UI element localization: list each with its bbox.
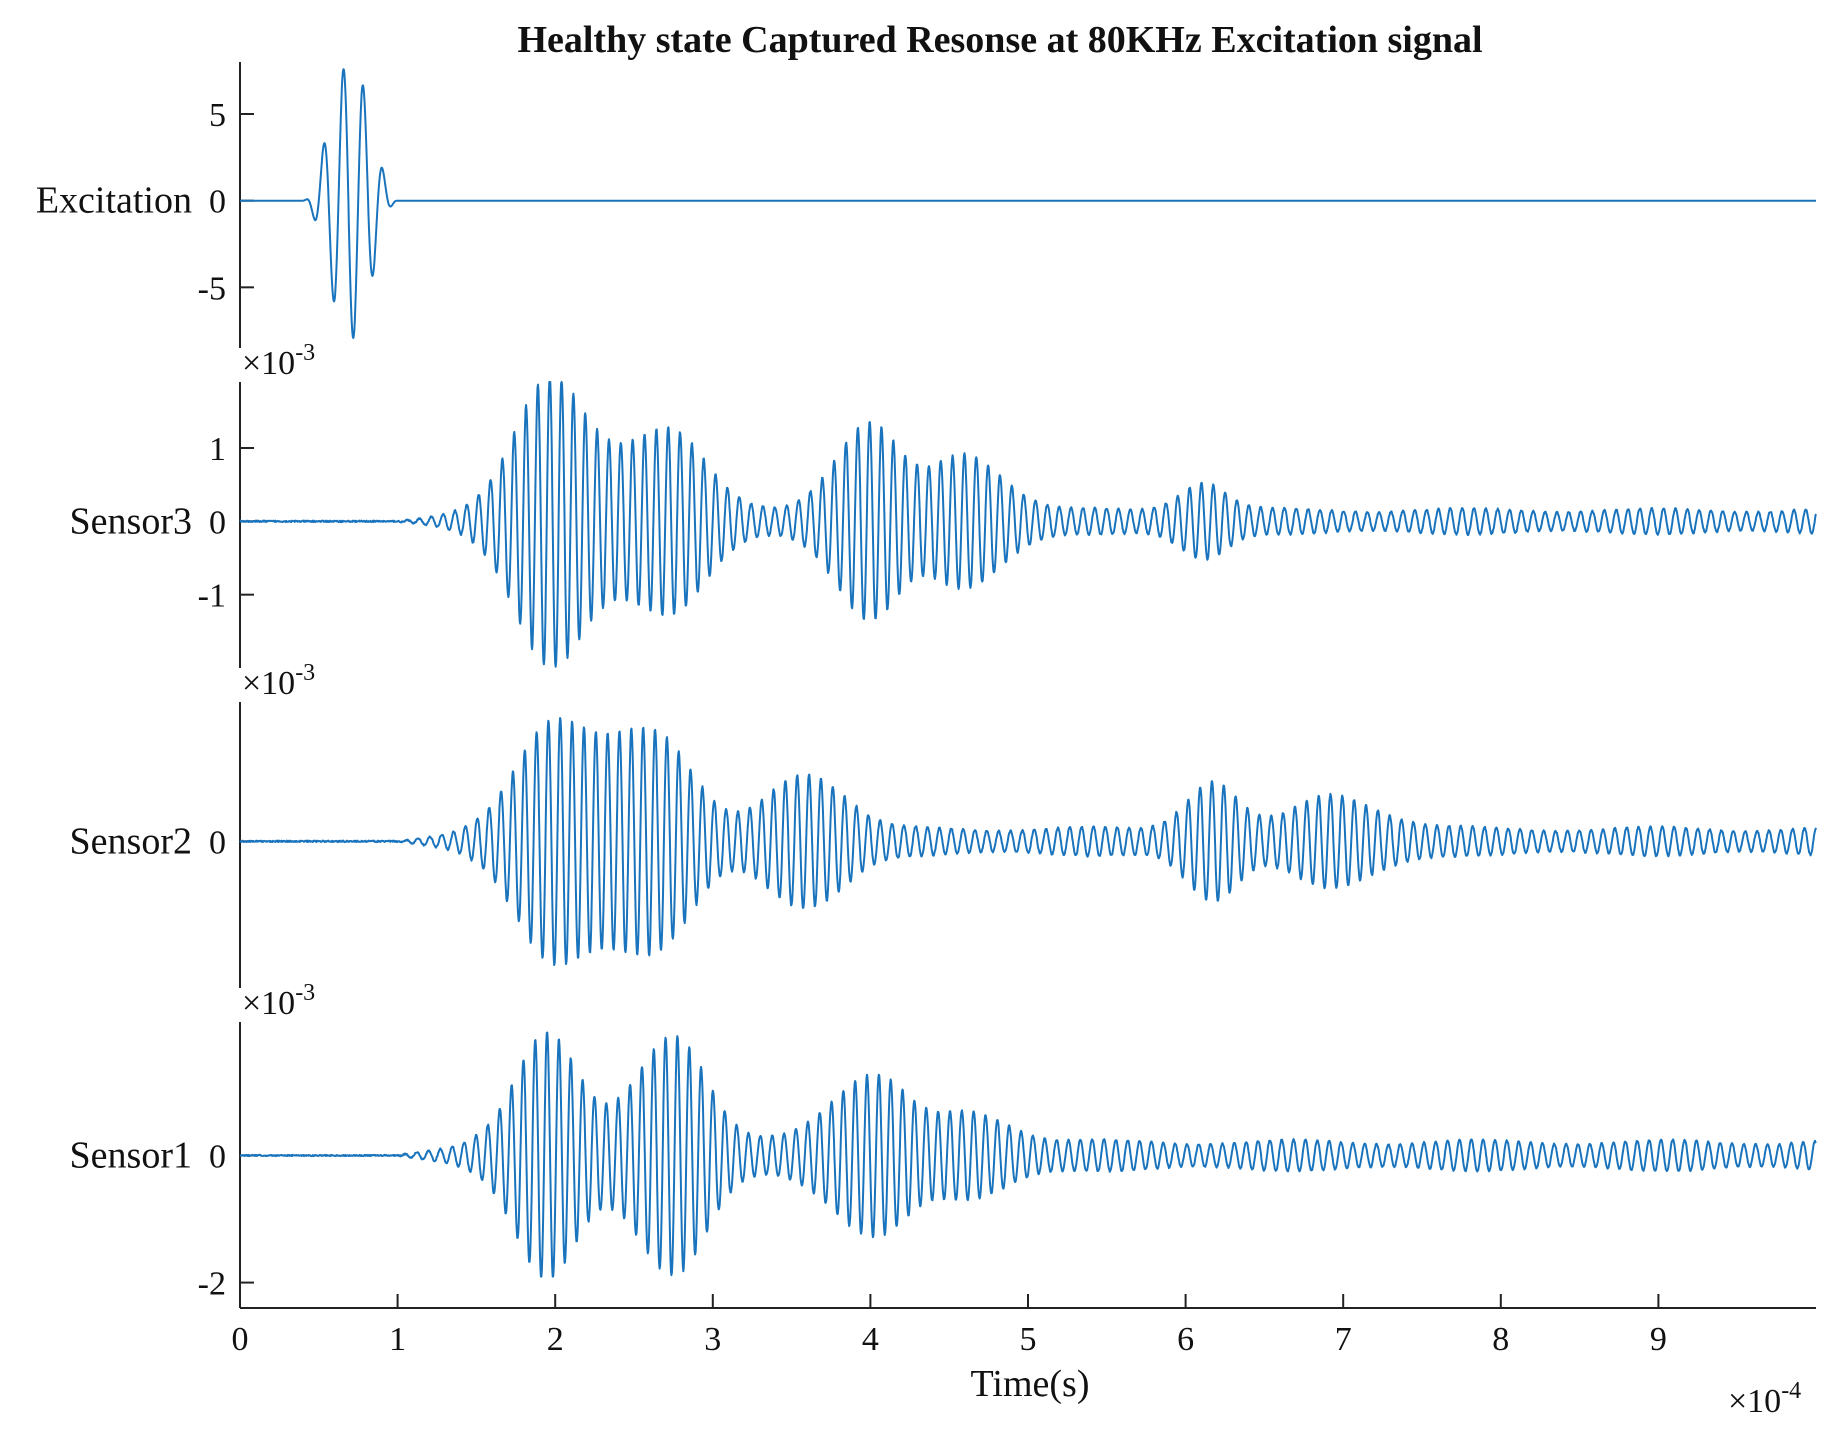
x-tick-label: 0 [232, 1321, 249, 1358]
y-tick-label: -5 [198, 270, 226, 307]
y-axis-multiplier: ×10-3 [242, 980, 315, 1022]
x-tick-label: 8 [1492, 1321, 1509, 1358]
y-tick-label: 0 [209, 824, 226, 861]
y-axis-multiplier-exponent: -3 [295, 980, 315, 1006]
y-tick-label: 0 [209, 504, 226, 541]
x-axis: 0 1 2 3 4 5 6 7 8 9 [232, 1294, 1816, 1358]
y-tick-label: -2 [198, 1266, 226, 1303]
y-tick-label: 5 [209, 97, 226, 134]
panel-excitation: 5 0 -5 Excitation [36, 62, 1817, 348]
panel-sensor2: 0 Sensor2 ×10-3 [70, 660, 1817, 988]
signal-trace [239, 68, 1817, 339]
x-axis-multiplier-base: ×10 [1728, 1383, 1781, 1420]
y-tick-label: 0 [209, 1138, 226, 1175]
panel-label: Sensor2 [70, 820, 192, 862]
x-tick-label: 1 [389, 1321, 406, 1358]
panel-label: Sensor1 [70, 1134, 192, 1176]
y-tick-label: 1 [209, 431, 226, 468]
panel-label: Excitation [36, 180, 192, 222]
y-axis-multiplier-base: ×10 [242, 985, 295, 1022]
x-tick-label: 3 [704, 1321, 721, 1358]
y-tick-label: -1 [198, 578, 226, 615]
signal-trace [239, 717, 1817, 966]
y-axis-multiplier-base: ×10 [242, 665, 295, 702]
x-tick-label: 2 [547, 1321, 564, 1358]
x-tick-label: 4 [862, 1321, 879, 1358]
y-axis-multiplier: ×10-3 [242, 660, 315, 702]
x-tick-label: 7 [1335, 1321, 1352, 1358]
x-tick-label: 5 [1020, 1321, 1037, 1358]
y-axis-multiplier-exponent: -3 [295, 340, 315, 366]
signal-trace [239, 1031, 1817, 1278]
x-tick-label: 6 [1177, 1321, 1194, 1358]
chart-title: Healthy state Captured Resonse at 80KHz … [517, 19, 1482, 61]
x-tick-label: 9 [1650, 1321, 1667, 1358]
y-axis-multiplier-exponent: -3 [295, 660, 315, 686]
panel-sensor1: 0 -2 Sensor1 ×10-3 [70, 980, 1817, 1308]
x-axis-multiplier-exponent: -4 [1781, 1378, 1801, 1404]
x-axis-label: Time(s) [971, 1363, 1090, 1405]
panel-label: Sensor3 [70, 500, 192, 542]
y-axis-multiplier-base: ×10 [242, 345, 295, 382]
y-axis-multiplier: ×10-3 [242, 340, 315, 382]
x-axis-multiplier: ×10-4 [1728, 1378, 1801, 1420]
signal-trace [239, 381, 1817, 668]
y-tick-label: 0 [209, 184, 226, 221]
panels: 50-5Excitation10-1Sensor3×10-30Sensor2×1… [36, 62, 1817, 1308]
